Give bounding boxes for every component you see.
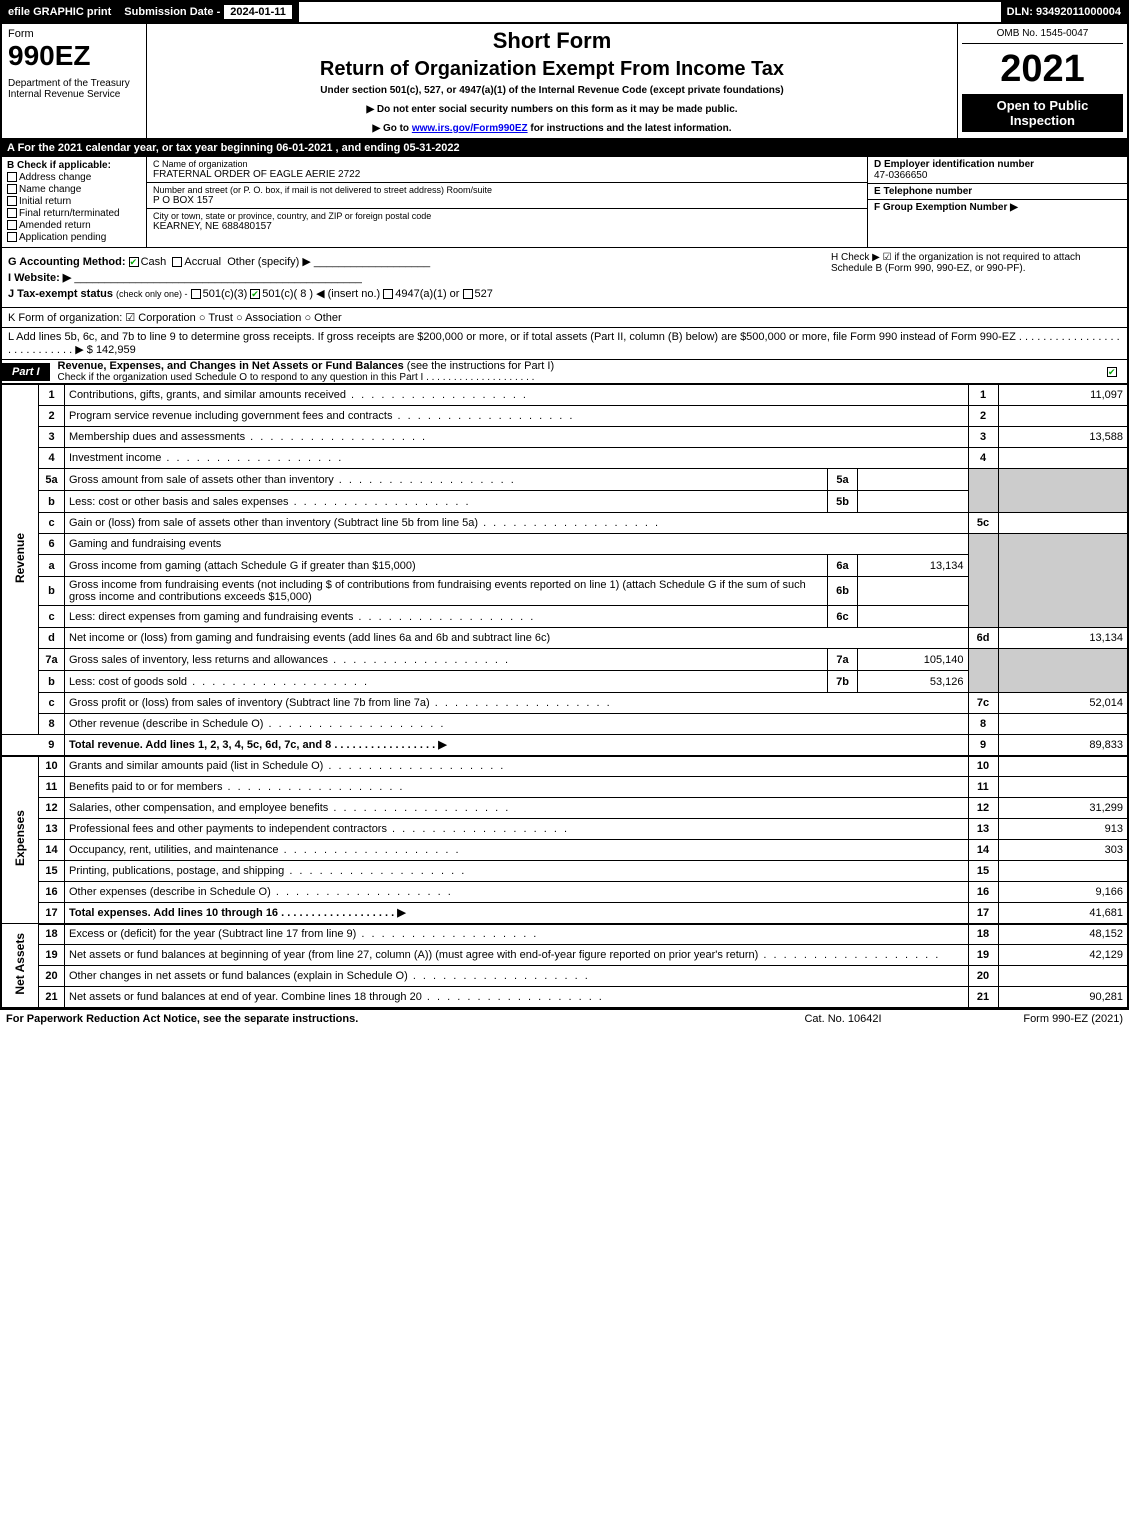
line-h: H Check ▶ ☑ if the organization is not r… [821, 252, 1121, 303]
section-b: B Check if applicable: Address change Na… [2, 157, 147, 247]
val-12: 31,299 [998, 798, 1128, 819]
cb-527[interactable] [463, 289, 473, 299]
cb-initial-return[interactable]: Initial return [7, 196, 141, 207]
cb-501c3[interactable] [191, 289, 201, 299]
addr-label: Number and street (or P. O. box, if mail… [153, 185, 861, 195]
dln-label: DLN: 93492011000004 [1001, 2, 1127, 22]
val-11 [998, 777, 1128, 798]
cb-cash[interactable] [129, 257, 139, 267]
c-name-label: C Name of organization [153, 159, 861, 169]
part-1-label: Part I [2, 363, 50, 381]
line-i: I Website: ▶ ___________________________… [8, 271, 821, 284]
val-8 [998, 714, 1128, 735]
department-label: Department of the Treasury Internal Reve… [8, 78, 140, 100]
val-15 [998, 861, 1128, 882]
cb-4947[interactable] [383, 289, 393, 299]
section-def: D Employer identification number 47-0366… [867, 157, 1127, 247]
cb-501c[interactable] [250, 289, 260, 299]
tax-year: 2021 [962, 44, 1123, 94]
header-middle: Short Form Return of Organization Exempt… [147, 24, 957, 138]
cb-schedule-o[interactable] [1107, 367, 1117, 377]
ssn-note: ▶ Do not enter social security numbers o… [155, 104, 949, 115]
val-6a: 13,134 [858, 555, 968, 576]
e-label: E Telephone number [874, 186, 972, 197]
short-form-title: Short Form [155, 28, 949, 54]
header-left: Form 990EZ Department of the Treasury In… [2, 24, 147, 138]
val-1: 11,097 [998, 385, 1128, 406]
cb-application-pending[interactable]: Application pending [7, 232, 141, 243]
val-13: 913 [998, 819, 1128, 840]
submission-date-button[interactable]: Submission Date - 2024-01-11 [118, 2, 299, 22]
val-6d: 13,134 [998, 628, 1128, 649]
val-7a: 105,140 [858, 649, 968, 670]
open-to-public: Open to Public Inspection [962, 94, 1123, 132]
val-7b: 53,126 [858, 671, 968, 692]
val-16: 9,166 [998, 882, 1128, 903]
val-4 [998, 448, 1128, 469]
efile-label[interactable]: efile GRAPHIC print [2, 2, 118, 22]
line-g: G Accounting Method: Cash Accrual Other … [8, 255, 821, 268]
d-label: D Employer identification number [874, 159, 1034, 170]
c-name-value: FRATERNAL ORDER OF EAGLE AERIE 2722 [153, 169, 861, 180]
page-footer: For Paperwork Reduction Act Notice, see … [0, 1008, 1129, 1028]
line-l: L Add lines 5b, 6c, and 7b to line 9 to … [0, 328, 1129, 360]
val-17: 41,681 [998, 903, 1128, 924]
val-7c: 52,014 [998, 693, 1128, 714]
subtitle: Under section 501(c), 527, or 4947(a)(1)… [155, 85, 949, 96]
val-9: 89,833 [998, 735, 1128, 756]
part-1-header: Part I Revenue, Expenses, and Changes in… [0, 360, 1129, 384]
city-label: City or town, state or province, country… [153, 211, 861, 221]
val-20 [998, 966, 1128, 987]
addr-value: P O BOX 157 [153, 195, 861, 206]
expenses-vlabel: Expenses [1, 756, 39, 924]
line-a: A For the 2021 calendar year, or tax yea… [0, 138, 1129, 157]
val-3: 13,588 [998, 427, 1128, 448]
val-10 [998, 756, 1128, 777]
val-21: 90,281 [998, 987, 1128, 1008]
part-1-check-text: Check if the organization used Schedule … [58, 372, 1107, 383]
section-ghij: G Accounting Method: Cash Accrual Other … [0, 248, 1129, 308]
form-footer: Form 990-EZ (2021) [943, 1013, 1123, 1025]
cb-address-change[interactable]: Address change [7, 172, 141, 183]
netassets-vlabel: Net Assets [1, 924, 39, 1008]
goto-note: ▶ Go to www.irs.gov/Form990EZ for instru… [155, 123, 949, 134]
city-value: KEARNEY, NE 688480157 [153, 221, 861, 232]
cb-amended-return[interactable]: Amended return [7, 220, 141, 231]
revenue-vlabel: Revenue [1, 385, 39, 735]
line-k: K Form of organization: ☑ Corporation ○ … [0, 308, 1129, 328]
form-word: Form [8, 28, 140, 40]
cb-name-change[interactable]: Name change [7, 184, 141, 195]
paperwork-notice: For Paperwork Reduction Act Notice, see … [6, 1013, 743, 1025]
main-title: Return of Organization Exempt From Incom… [155, 58, 949, 81]
gross-receipts: 142,959 [96, 344, 136, 356]
val-14: 303 [998, 840, 1128, 861]
form-number: 990EZ [8, 40, 140, 72]
section-c: C Name of organization FRATERNAL ORDER O… [147, 157, 867, 247]
val-2 [998, 406, 1128, 427]
section-b-through-f: B Check if applicable: Address change Na… [0, 157, 1129, 248]
f-label: F Group Exemption Number ▶ [874, 202, 1018, 213]
d-value: 47-0366650 [874, 170, 927, 181]
val-18: 48,152 [998, 924, 1128, 945]
cb-final-return[interactable]: Final return/terminated [7, 208, 141, 219]
irs-link[interactable]: www.irs.gov/Form990EZ [412, 123, 528, 134]
header-right: OMB No. 1545-0047 2021 Open to Public In… [957, 24, 1127, 138]
omb-number: OMB No. 1545-0047 [962, 28, 1123, 44]
val-19: 42,129 [998, 945, 1128, 966]
form-header: Form 990EZ Department of the Treasury In… [0, 24, 1129, 138]
part-1-table: Revenue 1Contributions, gifts, grants, a… [0, 384, 1129, 1008]
top-bar: efile GRAPHIC print Submission Date - 20… [0, 0, 1129, 24]
cb-accrual[interactable] [172, 257, 182, 267]
line-j: J Tax-exempt status (check only one) - 5… [8, 287, 821, 300]
part-1-title: Revenue, Expenses, and Changes in Net As… [58, 360, 404, 372]
cat-no: Cat. No. 10642I [743, 1013, 943, 1025]
val-5c [998, 513, 1128, 534]
